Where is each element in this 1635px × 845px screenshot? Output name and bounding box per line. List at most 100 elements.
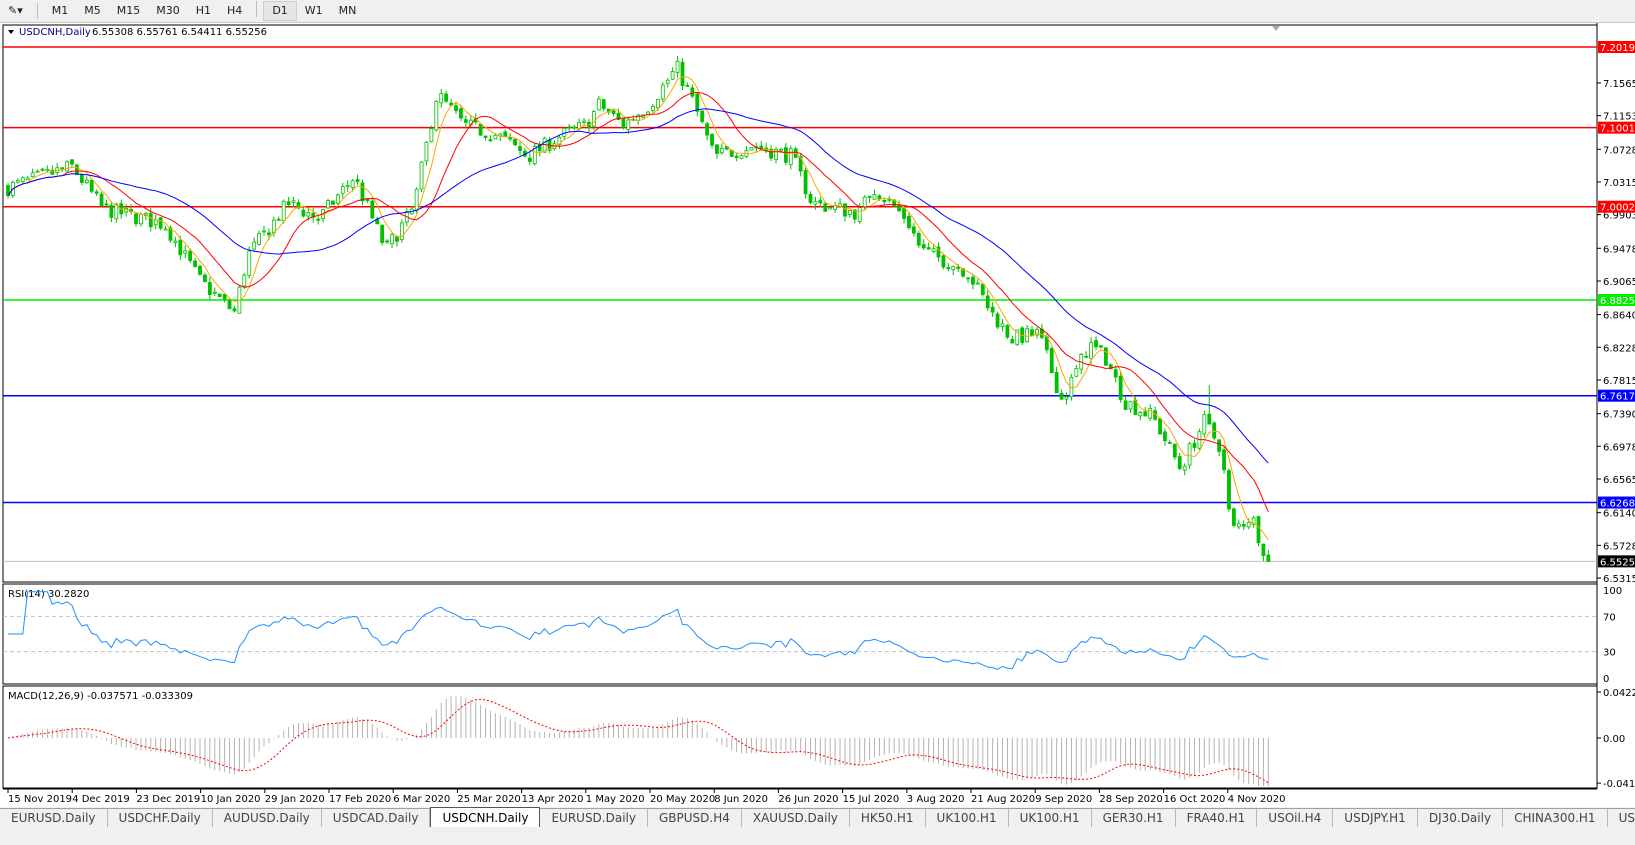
timeframe-m30[interactable]: M30 <box>156 4 180 17</box>
tab-xauusd-daily[interactable]: XAUUSD.Daily <box>742 809 850 827</box>
tab-hk50-h1[interactable]: HK50.H1 <box>850 809 926 827</box>
candle-body <box>114 203 119 220</box>
candle-body <box>971 276 975 285</box>
tab-uk100-h1[interactable]: UK100.H1 <box>1009 809 1092 827</box>
tab-uk100-h1[interactable]: UK100.H1 <box>926 809 1009 827</box>
candle-body <box>183 250 188 254</box>
candle <box>232 305 237 313</box>
candle-body <box>1217 439 1222 452</box>
candle-body <box>498 133 503 137</box>
candle-body <box>232 308 237 312</box>
timeframe-m5[interactable]: M5 <box>84 4 101 17</box>
level-price-label: 6.88250 <box>1600 296 1635 307</box>
candle-body <box>390 234 394 245</box>
candle <box>488 135 493 142</box>
date-tick-label: 15 Nov 2019 <box>8 794 72 805</box>
candle-body <box>685 84 690 87</box>
horizontal-levels <box>3 41 1635 509</box>
candle-body <box>660 84 665 100</box>
candle <box>114 202 119 223</box>
candle-body <box>557 136 562 146</box>
candle-body <box>897 204 902 212</box>
candle-body <box>1212 422 1217 439</box>
tab-fra40-h1[interactable]: FRA40.H1 <box>1176 809 1258 827</box>
line-tool-icon[interactable]: ✎▾ <box>8 4 23 17</box>
tab-usdchf-daily[interactable]: USDCHF.Daily <box>108 809 213 827</box>
candle <box>1256 515 1261 547</box>
candle <box>911 222 916 237</box>
candle <box>852 209 857 224</box>
candle-body <box>188 250 193 261</box>
candle <box>158 216 163 231</box>
timeframe-m1[interactable]: M1 <box>51 4 69 17</box>
candle-body <box>15 179 20 183</box>
tab-gbpusd-h4[interactable]: GBPUSD.H4 <box>648 809 742 827</box>
candle <box>739 154 744 160</box>
candle <box>705 121 709 141</box>
candle <box>345 180 350 192</box>
candle-body <box>867 195 872 198</box>
tab-eurusd-daily[interactable]: EURUSD.Daily <box>540 809 648 827</box>
candle-body <box>961 268 966 277</box>
candles <box>6 55 1271 563</box>
candle-body <box>316 218 321 221</box>
candle-body <box>655 98 660 109</box>
candle <box>1261 543 1266 562</box>
tab-eurusd-daily[interactable]: EURUSD.Daily <box>0 809 108 827</box>
tab-dj30-daily[interactable]: DJ30.Daily <box>1418 809 1504 827</box>
date-tick-label: 4 Nov 2020 <box>1228 794 1286 805</box>
tab-usoil-h1[interactable]: USOil.H1 <box>1608 809 1635 827</box>
tab-usdcnh-daily[interactable]: USDCNH.Daily <box>430 807 541 827</box>
candle <box>212 287 217 297</box>
candle-body <box>252 241 257 250</box>
tab-china300-h1[interactable]: CHINA300.H1 <box>1503 809 1608 827</box>
candle-body <box>301 209 306 217</box>
candle <box>109 201 114 223</box>
candle <box>429 125 434 143</box>
tab-usdcad-daily[interactable]: USDCAD.Daily <box>322 809 431 827</box>
candle <box>25 175 30 181</box>
candle-body <box>916 232 921 246</box>
candle <box>1148 404 1153 422</box>
rsi-line <box>8 591 1269 670</box>
candle <box>286 196 291 208</box>
timeframe-w1[interactable]: W1 <box>304 4 323 17</box>
candle <box>217 293 222 298</box>
timeframe-h4[interactable]: H4 <box>227 4 243 17</box>
candle-body <box>1069 376 1074 398</box>
tab-usoil-h4[interactable]: USOil.H4 <box>1257 809 1334 827</box>
candle-body <box>1187 443 1192 466</box>
candle <box>823 201 828 213</box>
timeframe-d1[interactable]: D1 <box>263 1 297 21</box>
candle <box>399 219 404 243</box>
candle <box>360 179 365 206</box>
timeframe-mn[interactable]: MN <box>338 4 357 17</box>
candle <box>385 239 389 244</box>
candle <box>1177 452 1182 471</box>
candle <box>715 144 719 159</box>
macd-histogram <box>12 695 1269 786</box>
candle <box>1231 507 1236 528</box>
timeframe-h1[interactable]: H1 <box>195 4 212 17</box>
tab-audusd-daily[interactable]: AUDUSD.Daily <box>213 809 322 827</box>
candle <box>907 211 911 230</box>
candle <box>990 301 995 318</box>
candle <box>203 272 207 283</box>
candle <box>734 153 739 162</box>
tab-ger30-h1[interactable]: GER30.H1 <box>1092 809 1176 827</box>
candle <box>1251 515 1256 528</box>
candle-body <box>665 79 670 84</box>
candle-body <box>163 228 168 231</box>
tab-usdjpy-h1[interactable]: USDJPY.H1 <box>1333 809 1418 827</box>
candle-body <box>148 213 153 228</box>
level-label-bg <box>1598 294 1635 307</box>
timeframe-m15[interactable]: M15 <box>116 4 141 17</box>
candle-body <box>847 210 852 215</box>
candle <box>424 141 429 166</box>
candle-body <box>951 266 956 271</box>
date-tick-label: 23 Dec 2019 <box>136 794 200 805</box>
price-chart[interactable]: USDCNH,Daily 6.55308 6.55761 6.54411 6.55… <box>0 23 1635 807</box>
candle-body <box>1128 401 1133 410</box>
candle-body <box>980 283 985 295</box>
candle-body <box>70 159 74 165</box>
